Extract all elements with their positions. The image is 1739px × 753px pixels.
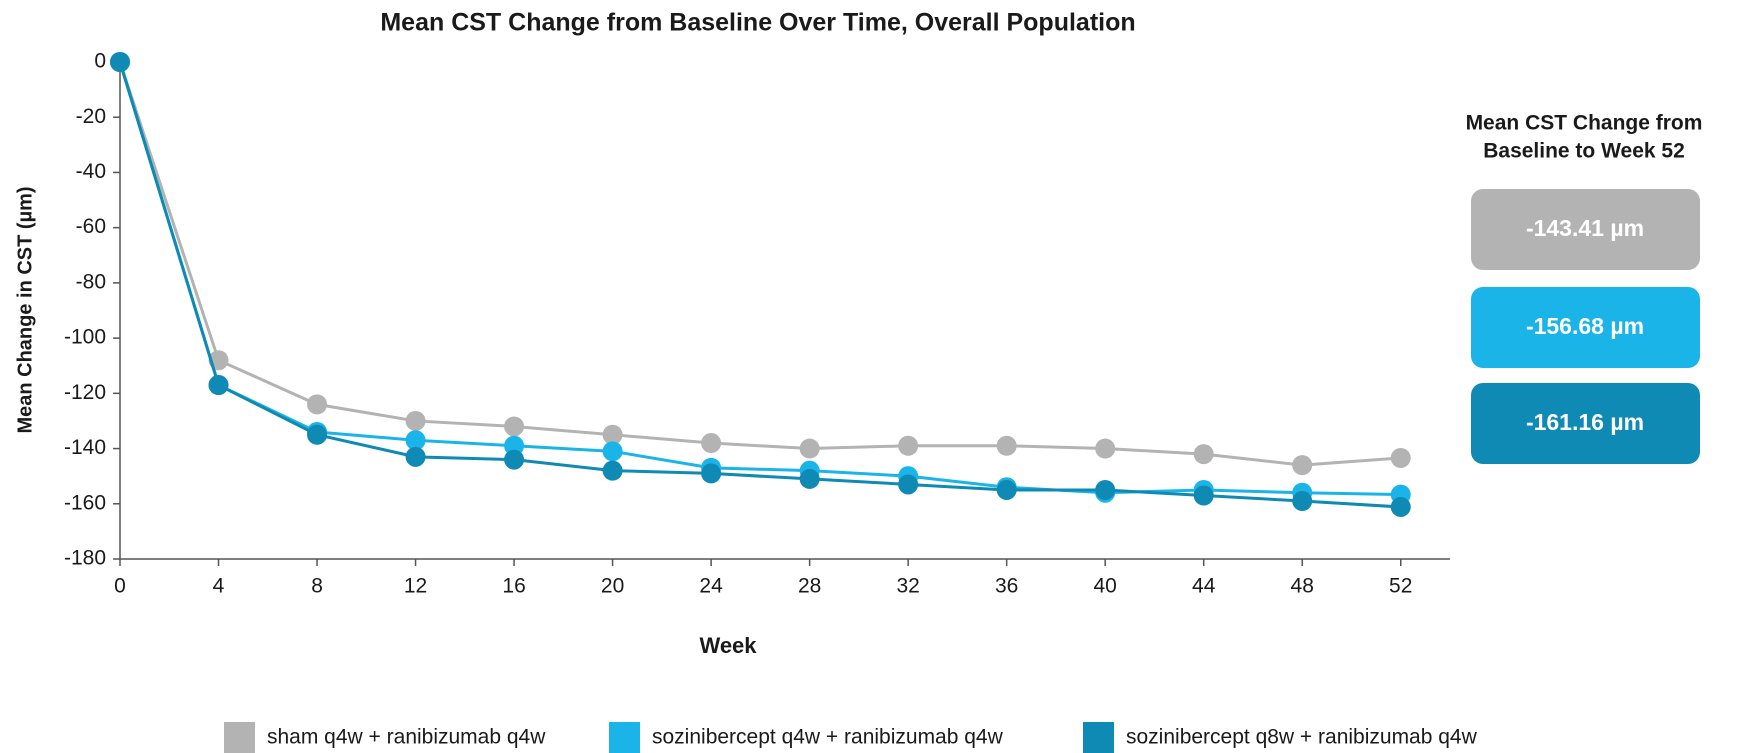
data-point — [405, 410, 426, 431]
x-axis-label: Week — [699, 633, 757, 658]
summary-value: -156.68 µm — [1526, 313, 1644, 339]
x-tick-label: 12 — [404, 575, 427, 598]
x-tick-label: 24 — [699, 575, 723, 598]
data-point — [1193, 485, 1214, 506]
data-point — [602, 460, 623, 481]
legend-label: sozinibercept q8w + ranibizumab q4w — [1126, 726, 1478, 749]
data-point — [307, 394, 328, 415]
x-tick-label: 0 — [114, 575, 126, 598]
series-line — [118, 61, 1401, 497]
y-tick-label: -180 — [64, 547, 106, 570]
y-tick-label: -80 — [76, 270, 106, 293]
summary-title: Baseline to Week 52 — [1483, 140, 1685, 163]
data-point — [405, 446, 426, 467]
legend-swatch — [609, 722, 640, 753]
x-tick-label: 8 — [311, 575, 323, 598]
data-point — [208, 375, 229, 396]
y-axis-label: Mean Change in CST (µm) — [14, 186, 36, 433]
x-tick-label: 20 — [601, 575, 624, 598]
legend-swatch — [224, 722, 255, 753]
data-point — [110, 52, 130, 72]
data-point — [701, 433, 722, 454]
data-point — [602, 441, 623, 462]
x-tick-label: 48 — [1291, 575, 1314, 598]
data-point — [1292, 455, 1313, 476]
data-point — [405, 430, 426, 451]
summary-box — [1471, 189, 1700, 270]
data-point — [898, 474, 919, 495]
data-point — [1095, 438, 1116, 459]
data-point — [504, 435, 525, 456]
data-point — [504, 416, 525, 437]
legend-label: sham q4w + ranibizumab q4w — [267, 726, 546, 749]
summary-value: -143.41 µm — [1526, 215, 1644, 241]
x-tick-label: 36 — [995, 575, 1018, 598]
data-point — [898, 435, 919, 456]
x-tick-label: 16 — [502, 575, 525, 598]
y-tick-label: 0 — [94, 50, 106, 73]
summary-value: -161.16 µm — [1526, 409, 1644, 435]
y-tick-label: -160 — [64, 491, 106, 514]
data-point — [1193, 444, 1214, 465]
summary-title: Mean CST Change from — [1466, 112, 1703, 135]
y-tick-label: -40 — [76, 160, 106, 183]
legend-swatch — [1083, 722, 1114, 753]
y-tick-label: -100 — [64, 326, 106, 349]
y-tick-label: -20 — [76, 105, 106, 128]
x-tick-label: 32 — [896, 575, 919, 598]
x-tick-label: 28 — [798, 575, 821, 598]
data-point — [1292, 491, 1313, 512]
y-tick-label: -120 — [64, 381, 106, 404]
data-point — [701, 463, 722, 484]
data-point — [996, 479, 1017, 500]
x-tick-label: 52 — [1389, 575, 1412, 598]
data-point — [799, 438, 820, 459]
data-point — [1095, 479, 1116, 500]
x-tick-label: 40 — [1094, 575, 1117, 598]
summary-box — [1471, 383, 1700, 464]
data-point — [602, 424, 623, 445]
data-point — [307, 424, 328, 445]
y-tick-label: -140 — [64, 436, 106, 459]
data-point — [1390, 447, 1411, 468]
data-point — [504, 449, 525, 470]
x-tick-label: 4 — [213, 575, 225, 598]
x-tick-label: 44 — [1192, 575, 1216, 598]
series-line — [118, 61, 1401, 467]
data-point — [799, 468, 820, 489]
summary-box — [1471, 287, 1700, 368]
data-point — [996, 435, 1017, 456]
chart-title: Mean CST Change from Baseline Over Time,… — [380, 9, 1135, 37]
legend-label: sozinibercept q4w + ranibizumab q4w — [652, 726, 1004, 749]
y-tick-label: -60 — [76, 215, 106, 238]
series-line — [118, 61, 1401, 509]
data-point — [1390, 496, 1411, 517]
